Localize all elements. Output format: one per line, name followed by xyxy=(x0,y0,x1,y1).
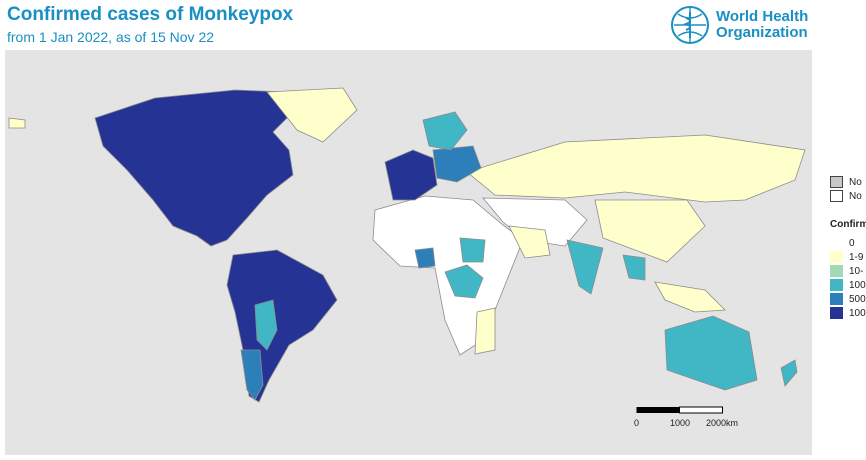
legend-label: 0 xyxy=(849,237,855,249)
scale-tick-2: 2000km xyxy=(706,418,739,428)
legend-label: 10- xyxy=(849,265,864,277)
country-region[interactable] xyxy=(422,111,468,151)
legend-item: 10- xyxy=(830,264,866,278)
legend-label: 100 xyxy=(849,307,866,319)
legend-item: 100 xyxy=(830,278,866,292)
legend-item: 0 xyxy=(830,236,866,250)
country-region[interactable] xyxy=(384,149,438,201)
legend-item: 500 xyxy=(830,292,866,306)
legend-label: 100 xyxy=(849,279,866,291)
country-region[interactable] xyxy=(594,199,706,263)
country-region[interactable] xyxy=(444,264,484,299)
map-subtitle: from 1 Jan 2022, as of 15 Nov 22 xyxy=(7,29,215,45)
legend-item: 100 xyxy=(830,306,866,320)
country-region[interactable] xyxy=(254,299,278,351)
country-region[interactable] xyxy=(240,349,264,401)
map-title: Confirmed cases of Monkeypox xyxy=(7,4,294,25)
country-region[interactable] xyxy=(432,145,482,183)
legend: No No Confirm 0 1-9 10- 100 500 100 xyxy=(830,175,866,320)
country-region[interactable] xyxy=(8,117,26,129)
country-region[interactable] xyxy=(94,89,294,247)
country-region[interactable] xyxy=(459,237,486,263)
who-name-line2: Organization xyxy=(716,24,808,41)
legend-label: No xyxy=(849,190,862,202)
who-name-line1: World Health xyxy=(716,8,809,25)
who-logo: World Health Organization xyxy=(668,4,808,46)
scale-tick-0: 0 xyxy=(634,418,640,428)
country-region[interactable] xyxy=(622,254,646,281)
who-emblem-icon xyxy=(671,6,709,44)
legend-special-0: No xyxy=(830,175,866,189)
scale-bar: 0 1000 2000km xyxy=(634,406,739,428)
country-region[interactable] xyxy=(780,359,798,387)
country-region[interactable] xyxy=(414,247,436,269)
country-region[interactable] xyxy=(664,315,758,391)
legend-label: 500 xyxy=(849,293,866,305)
country-region[interactable] xyxy=(482,197,588,247)
legend-item: 1-9 xyxy=(830,250,866,264)
country-region[interactable] xyxy=(508,225,551,259)
country-region[interactable] xyxy=(654,281,726,313)
country-region[interactable] xyxy=(466,134,806,203)
world-map[interactable] xyxy=(5,50,812,455)
country-region[interactable] xyxy=(266,87,358,143)
country-region[interactable] xyxy=(226,249,338,403)
legend-label: No xyxy=(849,176,862,188)
scale-tick-1: 1000 xyxy=(670,418,691,428)
legend-label: 1-9 xyxy=(849,251,864,263)
legend-title: Confirm xyxy=(830,219,866,230)
country-region[interactable] xyxy=(474,307,496,355)
country-region[interactable] xyxy=(566,239,604,295)
legend-special-1: No xyxy=(830,189,866,203)
